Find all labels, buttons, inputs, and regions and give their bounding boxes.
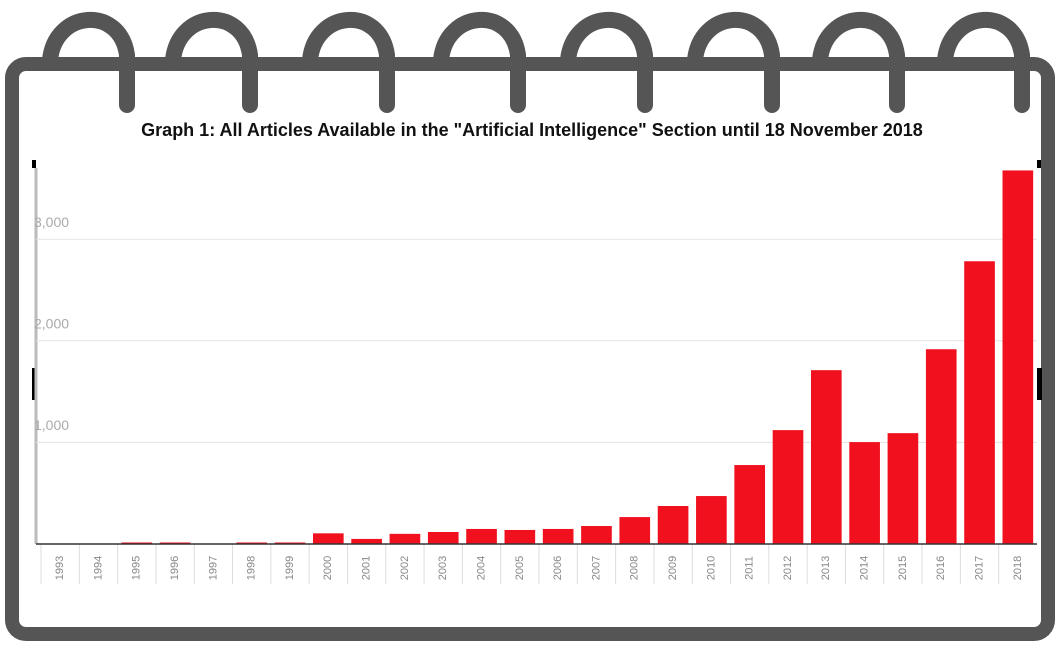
x-tick-label: 1997	[207, 556, 219, 580]
y-tick-label: 1,000	[34, 417, 69, 433]
bar	[925, 349, 957, 544]
x-tick-label: 2004	[475, 556, 487, 580]
bar	[466, 528, 497, 544]
bar	[236, 542, 268, 544]
bar	[542, 528, 574, 544]
handle	[1037, 160, 1041, 168]
x-tick-label: 1994	[92, 556, 104, 580]
bar	[657, 506, 689, 544]
x-tick-label: 1995	[131, 556, 143, 580]
bar	[389, 533, 421, 544]
x-tick-label: 2000	[322, 556, 334, 580]
x-tick-label: 2014	[859, 556, 871, 580]
x-tick-label: 2018	[1012, 556, 1024, 580]
bar	[887, 433, 919, 544]
x-tick-label: 2009	[667, 556, 679, 580]
x-tick-label: 1996	[169, 556, 181, 580]
bar	[772, 430, 804, 544]
frame	[5, 57, 1055, 641]
x-tick-label: 2008	[629, 556, 641, 580]
x-tick-label: 2001	[361, 556, 373, 580]
y-tick-label: 3,000	[34, 214, 69, 230]
bar	[351, 538, 382, 544]
x-tick-label: 2003	[437, 556, 449, 580]
handle	[32, 160, 36, 168]
x-tick-label: 2015	[897, 556, 909, 580]
handle	[1037, 368, 1042, 400]
bar	[849, 442, 880, 544]
bar	[810, 370, 842, 544]
bar	[696, 496, 727, 544]
x-tick-label: 2012	[782, 556, 794, 580]
bar	[581, 526, 612, 544]
x-tick-label: 2007	[590, 556, 602, 580]
bar	[1002, 170, 1034, 545]
x-tick-label: 2005	[514, 556, 526, 580]
x-tick-label: 2016	[935, 556, 947, 580]
chart-title: Graph 1: All Articles Available in the "…	[141, 120, 923, 140]
x-tick-label: 2017	[973, 556, 985, 580]
bar	[159, 542, 191, 544]
bar	[121, 542, 153, 544]
bar	[427, 532, 459, 544]
bar	[312, 533, 344, 544]
bar	[504, 529, 536, 544]
x-tick-label: 2006	[552, 556, 564, 580]
bar	[274, 542, 306, 544]
y-tick-label: 2,000	[34, 316, 69, 332]
bar	[964, 261, 995, 544]
x-tick-label: 2010	[705, 556, 717, 580]
x-tick-label: 1998	[246, 556, 258, 580]
x-tick-label: 1999	[284, 556, 296, 580]
x-tick-label: 2013	[820, 556, 832, 580]
x-tick-label: 2002	[399, 556, 411, 580]
x-tick-label: 1993	[54, 556, 66, 580]
x-tick-label: 2011	[744, 556, 756, 580]
bar	[619, 517, 651, 544]
rings	[42, 11, 1030, 113]
bar	[734, 465, 766, 544]
